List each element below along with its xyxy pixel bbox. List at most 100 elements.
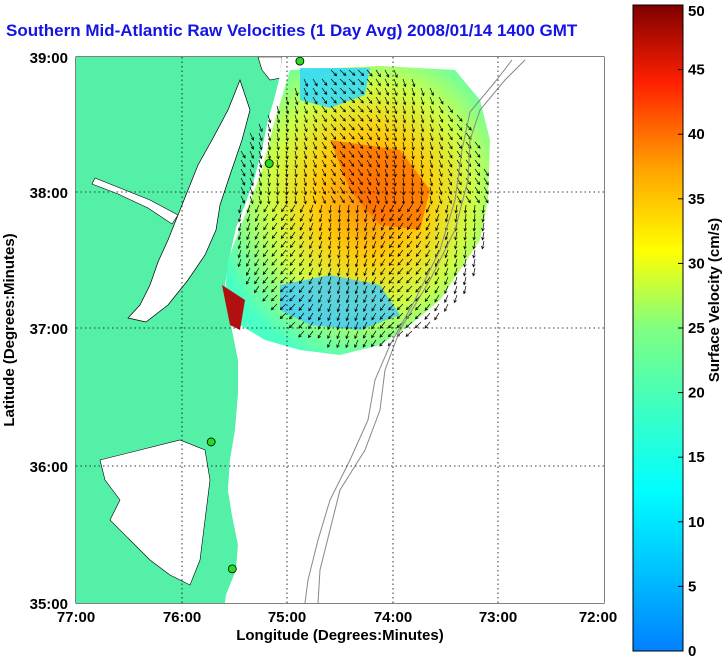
velocity-vector [402, 96, 407, 106]
velocity-vector [375, 159, 380, 168]
velocity-vector [472, 204, 477, 214]
velocity-vector [354, 294, 359, 304]
velocity-vector [271, 222, 278, 231]
velocity-vector [357, 195, 363, 204]
velocity-vector [380, 267, 386, 276]
velocity-vector [481, 204, 485, 214]
velocity-vector [289, 258, 296, 266]
velocity-vector [294, 87, 299, 97]
velocity-vector [303, 105, 308, 115]
velocity-vector [336, 285, 341, 295]
colorbar-ticks: 0 5 10 15 20 25 30 35 40 45 50 [678, 3, 705, 659]
velocity-vector [246, 204, 251, 214]
velocity-vector [429, 159, 434, 169]
velocity-vector [321, 105, 327, 114]
velocity-vector [357, 105, 364, 113]
velocity-vector [420, 177, 424, 187]
velocity-vector [481, 240, 485, 250]
station-hatteras-north [206, 437, 216, 447]
velocity-vector [321, 186, 326, 195]
velocity-vector [246, 240, 251, 250]
velocity-vector [362, 339, 368, 348]
velocity-vector [280, 276, 287, 284]
velocity-vector [366, 87, 373, 95]
velocity-vector [410, 177, 415, 187]
velocity-vector [481, 231, 485, 241]
velocity-vector [336, 294, 341, 304]
velocity-vector [321, 177, 327, 186]
velocity-vector [380, 285, 386, 294]
velocity-vector [397, 222, 404, 231]
velocity-vector [348, 96, 356, 104]
velocity-vector [375, 78, 381, 87]
velocity-vector [309, 204, 314, 214]
velocity-vector [339, 177, 345, 186]
velocity-vector [402, 123, 406, 133]
velocity-vector [420, 159, 424, 169]
velocity-vector [447, 177, 453, 186]
y-tick-label: 37:00 [30, 321, 68, 338]
velocity-vector [366, 78, 373, 86]
velocity-vector [354, 276, 359, 286]
velocity-vector [429, 150, 434, 160]
velocity-vector [276, 168, 280, 178]
velocity-vector [289, 276, 296, 284]
velocity-vector [276, 141, 280, 151]
colorbar-tick-label: 30 [688, 255, 705, 272]
velocity-vector [327, 330, 332, 340]
colorbar-tick-label: 50 [688, 3, 705, 20]
velocity-vector [308, 303, 314, 312]
velocity-vector [318, 213, 323, 223]
velocity-vector [438, 123, 444, 132]
colorbar-tick-label: 15 [688, 449, 705, 466]
velocity-vector [380, 222, 386, 231]
velocity-vector [375, 69, 381, 78]
velocity-vector [375, 105, 381, 114]
velocity-vector [371, 294, 377, 303]
velocity-vector [299, 276, 305, 285]
velocity-vector [298, 312, 305, 320]
velocity-vector [357, 168, 363, 177]
velocity-vector [465, 195, 471, 204]
velocity-vector [267, 141, 272, 151]
velocity-vector [258, 132, 263, 142]
velocity-vector [411, 87, 416, 97]
velocity-vector [444, 204, 449, 214]
velocity-vector [303, 87, 308, 96]
velocity-vector [330, 87, 337, 95]
velocity-vector [312, 159, 317, 169]
velocity-vector [237, 222, 242, 232]
velocity-vector [435, 240, 440, 249]
velocity-vector [330, 141, 337, 150]
velocity-vector [346, 231, 350, 241]
velocity-vector [348, 114, 355, 122]
velocity-vector [463, 267, 467, 277]
velocity-vector [474, 150, 481, 158]
velocity-vector [280, 231, 287, 240]
velocity-vector [453, 276, 458, 286]
velocity-vector [372, 267, 377, 276]
velocity-vector [312, 123, 318, 132]
velocity-vector [348, 168, 355, 177]
velocity-vector [321, 195, 326, 204]
colorbar-label: Surface Velocity (cm/s) [706, 218, 723, 382]
velocity-vector [447, 150, 453, 159]
station-hatteras-south [227, 564, 237, 574]
velocity-vector [434, 285, 440, 294]
velocity-vector [393, 69, 398, 79]
velocity-vector [280, 285, 287, 293]
velocity-high-corner [222, 285, 245, 330]
velocity-vector [298, 285, 305, 294]
delaware-bay [257, 57, 283, 81]
velocity-vector [472, 240, 476, 250]
velocity-vector [463, 249, 467, 259]
velocity-vector [397, 231, 404, 240]
velocity-vector [339, 150, 346, 158]
velocity-vector [267, 123, 272, 133]
velocity-vector [285, 159, 289, 169]
velocity-vector [483, 195, 489, 204]
velocity-vector [254, 222, 260, 231]
velocity-vector [425, 258, 431, 267]
velocity-vector [393, 186, 397, 196]
